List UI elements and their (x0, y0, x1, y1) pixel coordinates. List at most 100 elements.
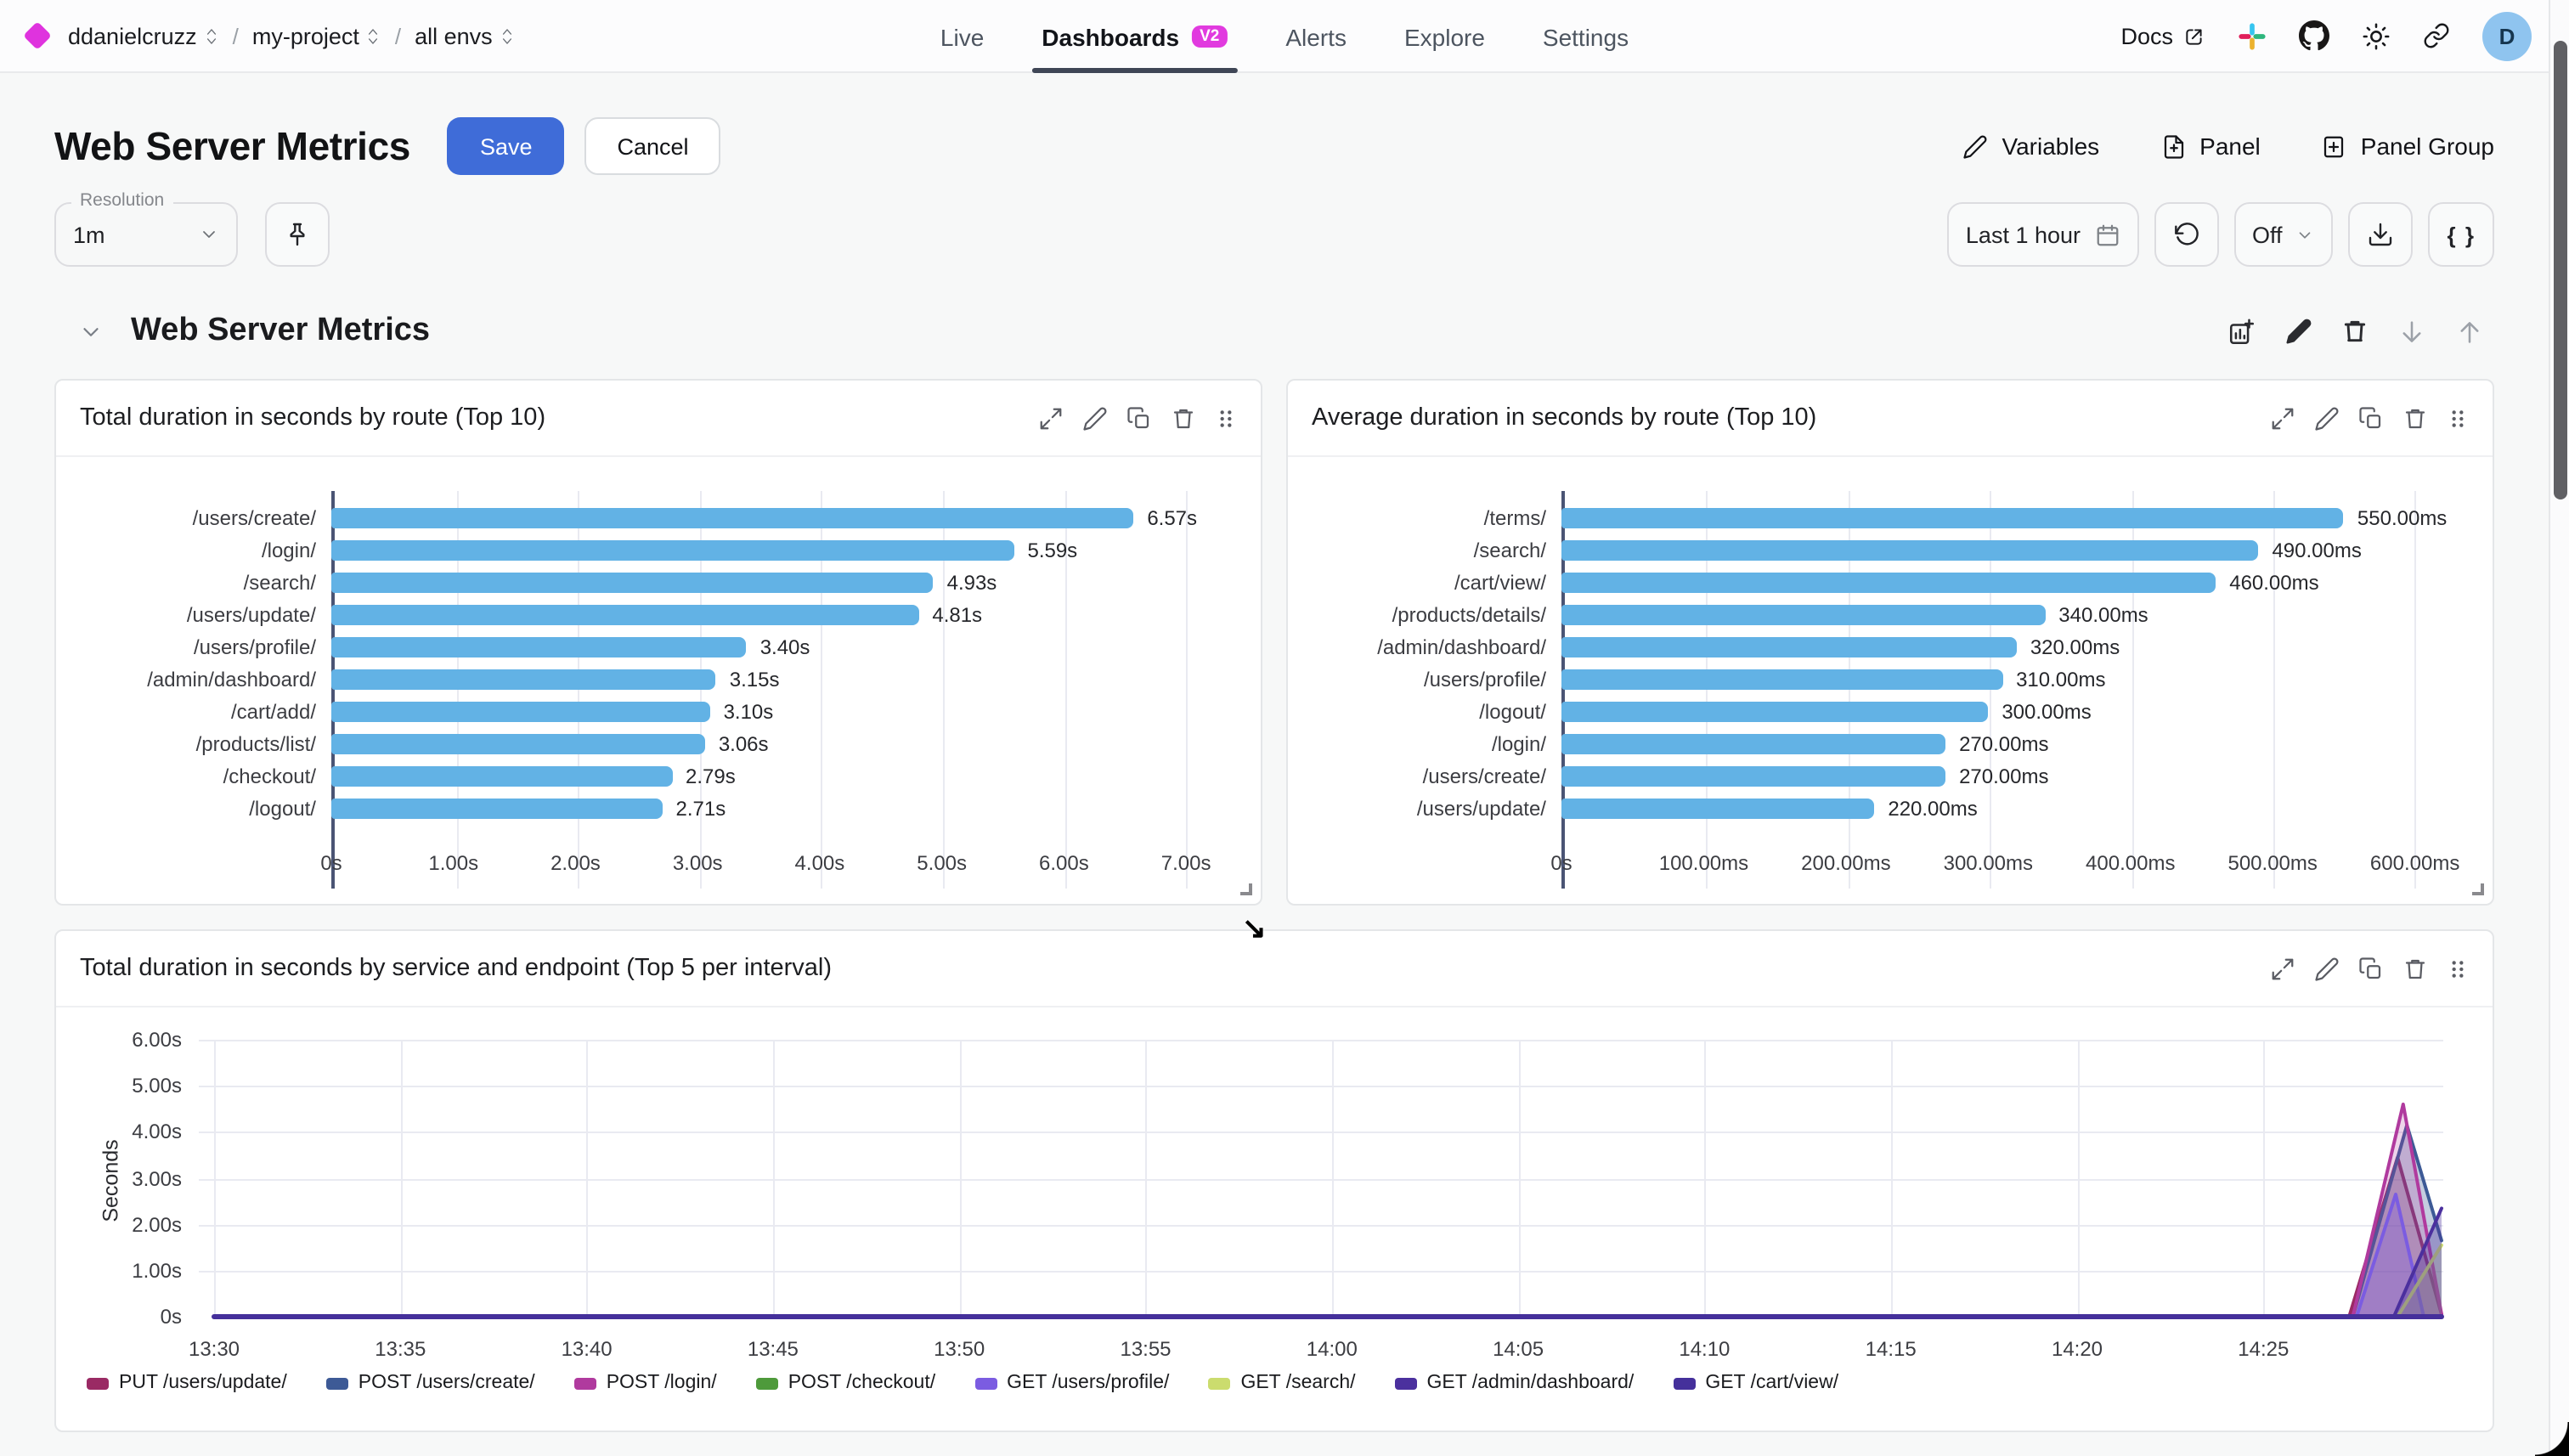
copy-panel-icon[interactable] (1126, 405, 1152, 431)
legend-item[interactable]: POST /login/ (573, 1373, 717, 1393)
bar[interactable] (331, 604, 919, 624)
page-scrollbar[interactable] (2549, 0, 2569, 1456)
edit-section-icon[interactable] (2285, 318, 2312, 345)
bar[interactable] (1561, 733, 1946, 753)
refresh-button[interactable] (2154, 202, 2218, 267)
user-avatar[interactable]: D (2482, 11, 2532, 60)
edit-panel-icon[interactable] (2314, 405, 2340, 431)
bar[interactable] (331, 669, 716, 689)
legend-item[interactable]: PUT /users/update/ (87, 1373, 287, 1393)
variables-button[interactable]: Variables (1963, 133, 2099, 160)
nav-tab-alerts[interactable]: Alerts (1285, 23, 1347, 50)
resolution-select[interactable]: Resolution 1m (54, 190, 238, 267)
breadcrumb-project-selector[interactable]: my-project (252, 23, 381, 48)
delete-section-icon[interactable] (2341, 318, 2369, 345)
panel-resize-grip[interactable] (2472, 883, 2484, 895)
nav-tab-live[interactable]: Live (940, 23, 985, 50)
legend-item[interactable]: GET /users/profile/ (974, 1373, 1169, 1393)
slack-icon[interactable] (2238, 21, 2267, 50)
bar[interactable] (1561, 539, 2259, 560)
add-chart-icon[interactable] (2227, 317, 2256, 346)
expand-panel-icon[interactable] (2270, 405, 2295, 431)
bar[interactable] (331, 701, 710, 721)
share-link-icon[interactable] (2423, 22, 2450, 49)
bar[interactable] (331, 765, 672, 786)
legend-label: GET /admin/dashboard/ (1426, 1373, 1635, 1393)
bar-row: /search/4.93s (73, 566, 1247, 598)
legend-item[interactable]: GET /admin/dashboard/ (1394, 1373, 1635, 1393)
add-panel-button[interactable]: Panel (2160, 133, 2261, 160)
json-view-button[interactable]: { } (2428, 202, 2494, 267)
brand-diamond-icon (23, 21, 52, 50)
breadcrumb-env-selector[interactable]: all envs (415, 23, 515, 48)
bar[interactable] (331, 798, 663, 818)
gridline (1848, 491, 1850, 889)
legend-swatch-icon (87, 1377, 109, 1389)
auto-refresh-select[interactable]: Off (2233, 202, 2334, 267)
bar[interactable] (1561, 572, 2216, 592)
bar[interactable] (331, 507, 1134, 528)
x-axis-tick: 6.00s (1039, 851, 1089, 875)
export-download-button[interactable] (2348, 202, 2414, 267)
save-button[interactable]: Save (447, 117, 565, 175)
bar-value-label: 490.00ms (2272, 538, 2362, 562)
bar[interactable] (1561, 701, 1989, 721)
area-chart-service-endpoint[interactable]: Seconds 0s 1.00s 2.00s 3.00s 4.00s 5.00s 6.00s 1… (56, 1007, 2493, 1432)
panel-resize-grip[interactable] (1240, 883, 1252, 895)
time-range-picker[interactable]: Last 1 hour (1946, 202, 2138, 267)
legend-item[interactable]: POST /checkout/ (755, 1373, 935, 1393)
delete-panel-icon[interactable] (1171, 405, 1196, 431)
top-bar-actions: Docs D (2120, 11, 2532, 60)
expand-panel-icon[interactable] (1038, 405, 1064, 431)
area-plot[interactable] (199, 1040, 2444, 1319)
collapse-chevron-icon[interactable] (78, 319, 104, 344)
copy-panel-icon[interactable] (2358, 405, 2384, 431)
bar[interactable] (331, 636, 747, 657)
bar[interactable] (1561, 669, 2003, 689)
scrollbar-thumb[interactable] (2554, 41, 2567, 499)
edit-panel-icon[interactable] (1082, 405, 1108, 431)
bar-chart-total-duration[interactable]: /users/create/6.57s/login/5.59s/search/4… (56, 457, 1261, 889)
drag-handle-icon[interactable] (2447, 405, 2469, 431)
pin-resolution-button[interactable] (265, 202, 330, 267)
bar-chart-average-duration[interactable]: /terms/550.00ms/search/490.00ms/cart/vie… (1288, 457, 2493, 889)
add-panel-group-button[interactable]: Panel Group (2322, 133, 2494, 160)
theme-sun-icon[interactable] (2362, 21, 2391, 50)
bar[interactable] (1561, 798, 1875, 818)
drag-handle-icon[interactable] (1215, 405, 1237, 431)
bar[interactable] (1561, 765, 1946, 786)
bar[interactable] (331, 539, 1014, 560)
bar-track: 5.59s (331, 533, 1247, 566)
nav-tab-explore[interactable]: Explore (1403, 23, 1485, 50)
bar-row: /logout/300.00ms (1305, 695, 2479, 727)
breadcrumb-project-label: my-project (251, 23, 359, 48)
drag-handle-icon[interactable] (2447, 956, 2469, 981)
move-up-icon[interactable] (2455, 317, 2484, 346)
docs-link[interactable]: Docs (2120, 23, 2205, 48)
delete-panel-icon[interactable] (2402, 405, 2428, 431)
bar[interactable] (1561, 507, 2344, 528)
bar-category-label: /users/update/ (1416, 796, 1546, 820)
copy-panel-icon[interactable] (2358, 956, 2384, 981)
delete-panel-icon[interactable] (2402, 956, 2428, 981)
series-line (212, 1243, 2443, 1318)
bar[interactable] (331, 572, 934, 592)
legend-item[interactable]: GET /cart/view/ (1673, 1373, 1838, 1393)
bar[interactable] (1561, 604, 2046, 624)
bar[interactable] (1561, 636, 2017, 657)
bar[interactable] (331, 733, 705, 753)
github-icon[interactable] (2299, 20, 2329, 51)
cancel-button[interactable]: Cancel (584, 117, 721, 175)
panel-group-header[interactable]: Web Server Metrics (54, 297, 2494, 365)
refresh-icon (2174, 223, 2198, 245)
legend-item[interactable]: GET /search/ (1208, 1373, 1356, 1393)
nav-tab-settings[interactable]: Settings (1542, 23, 1629, 50)
x-axis-tick: 7.00s (1160, 851, 1211, 875)
legend-item[interactable]: POST /users/create/ (325, 1373, 535, 1393)
expand-panel-icon[interactable] (2270, 956, 2295, 981)
nav-tab-dashboards[interactable]: Dashboards V2 (1031, 0, 1238, 73)
edit-panel-icon[interactable] (2314, 956, 2340, 981)
legend-swatch-icon (974, 1377, 997, 1389)
move-down-icon[interactable] (2397, 317, 2426, 346)
breadcrumb-org-selector[interactable]: ddanielcruzz (68, 23, 219, 48)
